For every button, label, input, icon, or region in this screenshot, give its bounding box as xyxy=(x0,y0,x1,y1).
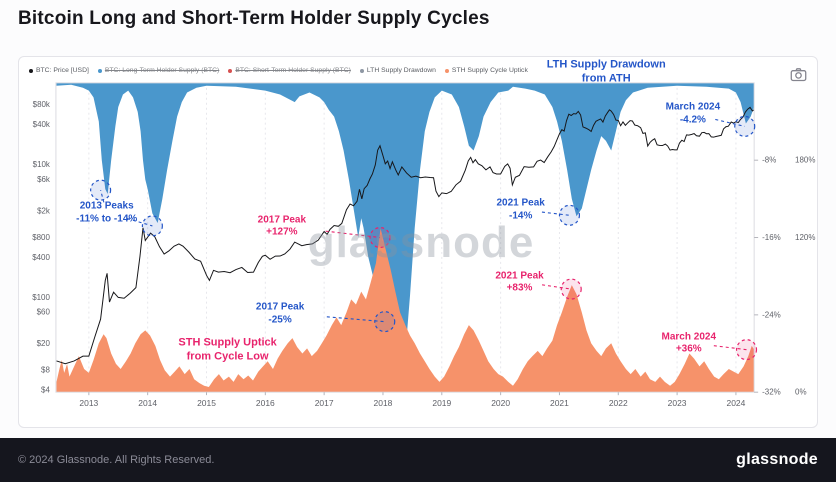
price-axis-label: $80k xyxy=(33,100,50,109)
drawdown-axis-label: -32% xyxy=(762,388,781,397)
year-axis-label: 2021 xyxy=(550,398,569,408)
price-axis-label: $8 xyxy=(41,366,50,375)
year-axis-label: 2022 xyxy=(609,398,628,408)
footer: © 2024 Glassnode. All Rights Reserved. g… xyxy=(0,438,836,482)
annotation-circle xyxy=(734,115,756,137)
copyright-text: © 2024 Glassnode. All Rights Reserved. xyxy=(18,454,215,466)
sth-supply-uptick-area xyxy=(56,228,755,393)
year-axis-label: 2013 xyxy=(79,398,98,408)
page-title: Bitcoin Long and Short-Term Holder Suppl… xyxy=(18,8,490,29)
year-axis-label: 2018 xyxy=(374,398,393,408)
chart-legend: BTC: Price [USD] BTC: Long-Term Holder S… xyxy=(29,67,528,74)
legend-label: BTC: Price [USD] xyxy=(36,67,89,74)
legend-dot-gray xyxy=(359,68,364,73)
drawdown-axis-label: -24% xyxy=(762,310,781,319)
year-axis-label: 2023 xyxy=(668,398,687,408)
uptick-axis-label: 120% xyxy=(795,233,815,242)
supply-cycles-chart: $80k $40k $10k $6k $2k $800 $400 $100 $60 $20 $8 $4… xyxy=(32,82,815,408)
legend-item-sth-uptick[interactable]: STH Supply Cycle Uptick xyxy=(444,67,528,74)
annotation-leader-line xyxy=(126,217,153,227)
legend-dot-black xyxy=(29,68,33,73)
year-axis-label: 2019 xyxy=(432,398,451,408)
glassnode-logo: glassnode xyxy=(736,451,818,468)
year-axis-label: 2015 xyxy=(197,398,216,408)
year-axis-label: 2014 xyxy=(138,398,157,408)
annotation-circle xyxy=(141,215,163,237)
annotation-circle xyxy=(560,278,582,300)
drawdown-axis-label: -8% xyxy=(762,156,776,165)
uptick-axis-label: 0% xyxy=(795,388,807,397)
annotation-circle xyxy=(90,179,112,201)
annotation-circle xyxy=(374,311,396,333)
legend-dot-blue xyxy=(97,68,102,73)
annotation-leader-line xyxy=(715,118,745,127)
price-axis-label: $40k xyxy=(33,120,50,129)
uptick-axis-label: 180% xyxy=(795,156,815,165)
price-axis-label: $400 xyxy=(32,253,50,262)
camera-button[interactable] xyxy=(788,65,809,84)
price-axis-label: $6k xyxy=(37,175,50,184)
legend-item-sth-supply[interactable]: BTC: Short-Term Holder Supply (BTC) xyxy=(228,67,351,74)
annotation-leader-line xyxy=(541,211,570,216)
legend-label: BTC: Short-Term Holder Supply (BTC) xyxy=(235,67,351,74)
year-axis-label: 2016 xyxy=(256,398,275,408)
legend-item-btc-price[interactable]: BTC: Price [USD] xyxy=(29,67,89,74)
camera-icon xyxy=(790,68,807,82)
annotation-leader-line xyxy=(542,284,572,290)
price-axis-label: $2k xyxy=(37,207,50,216)
price-axis-label: $20 xyxy=(37,339,51,348)
price-axis-label: $100 xyxy=(32,293,50,302)
legend-label: BTC: Long-Term Holder Supply (BTC) xyxy=(104,67,220,74)
legend-label: LTH Supply Drawdown xyxy=(366,67,436,74)
legend-item-lth-supply[interactable]: BTC: Long-Term Holder Supply (BTC) xyxy=(97,67,220,74)
legend-dot-orange xyxy=(444,68,449,73)
legend-item-lth-drawdown[interactable]: LTH Supply Drawdown xyxy=(359,67,436,74)
lth-supply-drawdown-area xyxy=(56,82,755,393)
price-axis-label: $10k xyxy=(33,160,50,169)
annotation-circle xyxy=(558,204,581,226)
year-axis-label: 2024 xyxy=(727,398,746,408)
price-axis-label: $4 xyxy=(41,386,50,395)
price-axis-label: $800 xyxy=(32,233,50,242)
annotation-circle xyxy=(735,339,758,361)
year-axis-label: 2017 xyxy=(315,398,334,408)
btc-price-line xyxy=(56,106,755,365)
price-axis-label: $60 xyxy=(37,308,51,317)
legend-dot-red xyxy=(228,68,233,73)
year-axis-label: 2020 xyxy=(491,398,510,408)
chart-card: BTC: Price [USD] BTC: Long-Term Holder S… xyxy=(18,56,818,428)
legend-label: STH Supply Cycle Uptick xyxy=(451,67,528,74)
drawdown-axis-label: -16% xyxy=(762,233,781,242)
annotation-circle xyxy=(369,226,391,249)
